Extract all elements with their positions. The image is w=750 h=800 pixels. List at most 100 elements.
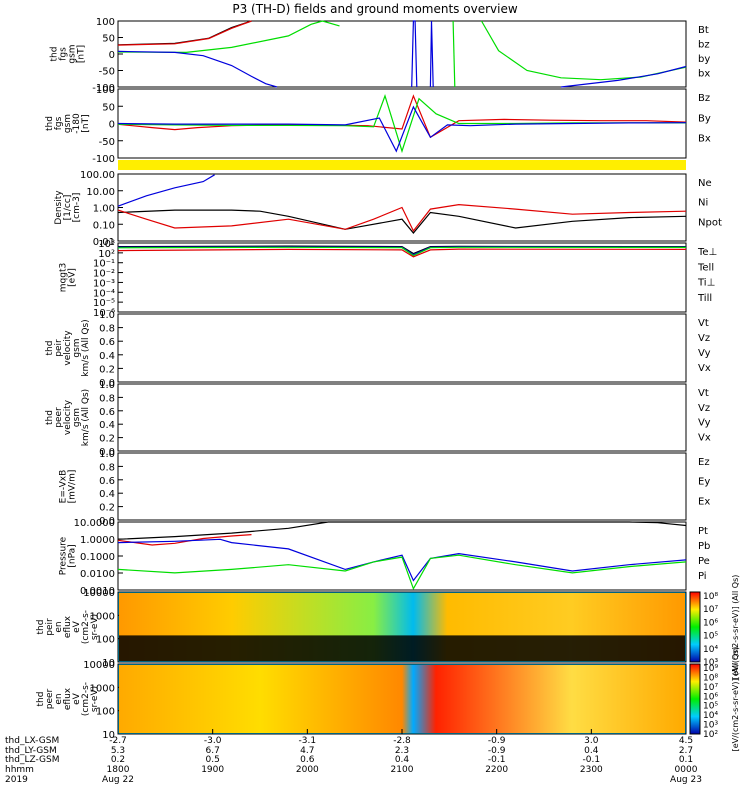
- legend-entry: Ex: [698, 496, 710, 507]
- x-tick-label: 2.7: [679, 746, 693, 756]
- legend-entry: Vx: [698, 363, 711, 374]
- x-tick-label: 2.3: [395, 746, 409, 756]
- legend-entry: Vt: [698, 388, 709, 399]
- y-axis-label: en: [54, 621, 64, 632]
- y-axis-label: [nT]: [77, 45, 87, 63]
- legend-entry: Vt: [698, 318, 709, 329]
- series-line: [560, 65, 687, 88]
- series-line: [117, 105, 687, 153]
- series-line: [117, 20, 252, 46]
- series-line: [429, 20, 434, 88]
- x-tick-label: 6.7: [206, 746, 220, 756]
- legend-entry: Pb: [698, 541, 710, 552]
- y-axis-label: sr-eV): [90, 614, 100, 640]
- colorbar-label: 10²: [703, 730, 718, 740]
- series-line: [117, 20, 252, 46]
- legend-entry: Vy: [698, 348, 711, 359]
- series-line: [411, 20, 418, 88]
- colorbar: [689, 663, 701, 735]
- colorbar-label: 10⁶: [703, 618, 718, 628]
- y-axis-label: thd: [45, 341, 55, 356]
- y-tick-label: -50: [99, 67, 115, 78]
- panel-frame: [117, 452, 687, 521]
- y-axis-label: E=-VxB: [59, 470, 69, 504]
- panel-peer-eflux: 10000 1000 100 10 thd peer en eflux eV (cm2-s-sr-…: [36, 647, 740, 752]
- panel-peir-velocity: 1.0 0.8 0.6 0.4 0.2 0.0 thd peir velocity gsm km/s…: [45, 310, 711, 389]
- colorbar-label: 10³: [703, 658, 718, 668]
- colorbar-title: [eV/(cm2-s-sr-eV)] (All Qs): [731, 647, 740, 752]
- colorbar-label: 10⁴: [703, 711, 718, 721]
- y-tick-label: 100: [96, 635, 115, 646]
- x-tick-label: 2100: [391, 765, 414, 775]
- legend-entry: bz: [698, 40, 710, 51]
- x-tick-label: -0.9: [488, 736, 506, 746]
- legend-entry: Pe: [698, 556, 710, 567]
- y-axis-label: fgs: [59, 47, 69, 61]
- y-tick-label: 100: [96, 707, 115, 718]
- y-tick-label: 0.2: [99, 434, 115, 445]
- y-axis-label: Pressure: [59, 536, 69, 575]
- y-tick-label: 10⁻⁶: [93, 308, 115, 319]
- x-axis-row-label: thd_LY-GSM: [5, 746, 57, 756]
- series-line: [117, 203, 687, 233]
- x-tick-label: Aug 22: [102, 775, 134, 785]
- y-tick-label: 0.2: [99, 364, 115, 375]
- y-tick-label: 0.4: [99, 489, 115, 500]
- y-axis-label: thd: [45, 410, 55, 425]
- legend-entry: Te⊥: [697, 247, 717, 258]
- legend-entry: Bt: [698, 25, 709, 36]
- y-axis-label: peer: [54, 407, 64, 428]
- x-axis-row-label: thd_LX-GSM: [5, 736, 59, 746]
- y-tick-label: 1000: [90, 683, 115, 694]
- y-axis-label: eV: [72, 692, 82, 705]
- y-axis-label: [eV]: [68, 268, 78, 287]
- panel-efield: 1.0 0.8 0.6 0.4 0.2 0.0 E=-VxB [mV/m] Ez Ey Ex: [59, 449, 711, 527]
- panel-fgs-dsl: 100 50 0 -50 -100 thd fgs gsm -180 [nT] Bz By Bx: [45, 85, 711, 165]
- x-tick-label: 3.0: [584, 736, 599, 746]
- legend-entry: By: [698, 113, 711, 124]
- y-axis-label: velocity: [63, 399, 73, 435]
- legend-entry: Till: [697, 293, 712, 304]
- y-tick-label: 100: [96, 85, 115, 96]
- colorbar-label: 10⁴: [703, 645, 718, 655]
- y-tick-label: 1.0: [99, 449, 115, 460]
- y-axis-label: fgs: [54, 116, 64, 130]
- y-tick-label: 0.4: [99, 420, 115, 431]
- series-line: [117, 94, 687, 139]
- y-tick-label: 10: [102, 730, 115, 741]
- x-tick-label: -0.1: [583, 755, 601, 765]
- y-axis-label: (cm2-s-: [81, 610, 91, 644]
- x-tick-label: Aug 23: [670, 775, 702, 785]
- panel-peer-velocity: 1.0 0.8 0.6 0.4 0.2 0.0 thd peer velocity gsm km/s…: [45, 380, 711, 458]
- y-tick-label: 0.2: [99, 503, 115, 514]
- y-tick-label: 0.1000: [80, 552, 115, 563]
- legend-entry: Tell: [697, 262, 714, 273]
- y-axis-label: thd: [50, 47, 60, 62]
- y-axis-label: gsm: [72, 338, 82, 357]
- x-tick-label: -3.0: [204, 736, 222, 746]
- y-axis-label: eV: [72, 620, 82, 633]
- x-tick-label: -0.1: [488, 755, 506, 765]
- y-axis-label: gsm: [68, 44, 78, 63]
- x-tick-label: 0.4: [584, 746, 599, 756]
- panel-frame: [117, 242, 687, 313]
- y-tick-label: 1.0000: [80, 535, 115, 546]
- y-tick-label: 10⁻²: [93, 269, 115, 280]
- legend-entry: Pi: [698, 571, 707, 582]
- y-tick-label: -100: [92, 83, 115, 94]
- y-axis-label: en: [54, 693, 64, 704]
- y-tick-label: 10²: [98, 249, 115, 260]
- y-tick-label: 10⁻³: [93, 278, 115, 289]
- y-tick-label: 0.0: [99, 378, 115, 389]
- x-tick-label: -3.1: [299, 736, 317, 746]
- y-tick-label: 10⁻¹: [93, 259, 115, 270]
- y-axis-label: (cm2-s-: [81, 682, 91, 716]
- x-tick-label: 0.6: [300, 755, 315, 765]
- yellow-band: [118, 160, 686, 170]
- x-tick-label: 4.7: [300, 746, 314, 756]
- y-tick-label: 10: [102, 658, 115, 669]
- legend-entry: Ey: [698, 477, 710, 488]
- y-tick-label: 100: [96, 17, 115, 28]
- heatmap-low-energy: [119, 635, 685, 661]
- y-tick-label: 0.0100: [80, 569, 115, 580]
